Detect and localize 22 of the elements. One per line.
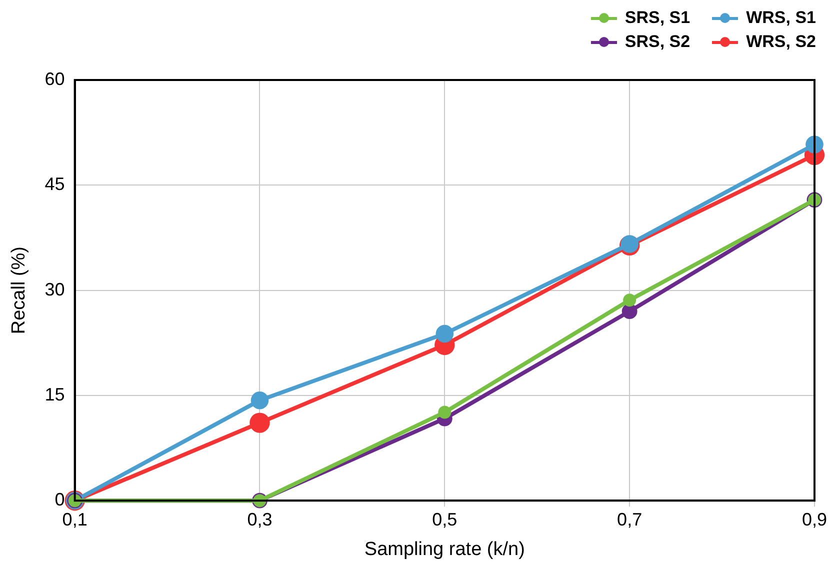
y-tick-label: 60 [44, 68, 65, 89]
x-axis-title: Sampling rate (k/n) [364, 538, 525, 560]
point [436, 324, 454, 343]
x-tick-label: 0,9 [802, 509, 828, 530]
y-axis-title: Recall (%) [8, 246, 30, 334]
legend-label: SRS, S1 [624, 8, 690, 28]
point [250, 412, 270, 433]
point [250, 391, 269, 410]
y-tick-label: 45 [44, 174, 65, 194]
y-tick-label: 0 [54, 490, 65, 510]
y-tick-label: 15 [44, 384, 65, 404]
legend-label: WRS, S1 [746, 8, 816, 28]
x-tick-label: 0,7 [617, 509, 642, 530]
x-tick-label: 0,3 [247, 509, 272, 530]
point [438, 406, 452, 419]
legend-label: SRS, S2 [624, 32, 690, 52]
y-tick-label: 30 [44, 279, 65, 300]
point [623, 294, 636, 307]
point [622, 304, 638, 320]
legend-label: WRS, S2 [746, 32, 816, 52]
x-tick-label: 0,5 [432, 509, 458, 530]
x-tick-label: 0,1 [62, 509, 88, 530]
